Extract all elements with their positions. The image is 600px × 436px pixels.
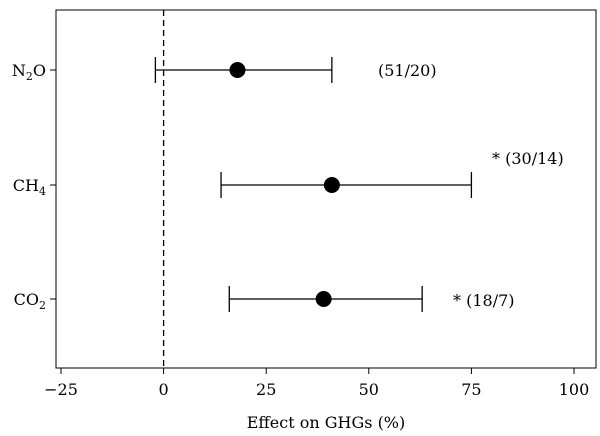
point-group xyxy=(228,286,423,312)
y-tick-label: CH4 xyxy=(13,176,46,198)
plot-frame xyxy=(55,9,597,369)
x-axis: −25 0 25 50 75 100 xyxy=(44,368,589,399)
point-annotation: * (18/7) xyxy=(453,291,515,310)
category-subscript: 2 xyxy=(26,70,33,83)
x-axis-label: Effect on GHGs (%) xyxy=(247,413,406,432)
data-points: (51/20) * (30/14) * (18/7) xyxy=(154,57,564,312)
estimate-point xyxy=(229,62,246,78)
category-subscript: 4 xyxy=(39,185,46,198)
x-tick-label: 25 xyxy=(256,380,276,399)
x-tick-label: 50 xyxy=(359,380,379,399)
category-subscript: 2 xyxy=(39,299,46,312)
y-tick-label: CO2 xyxy=(14,290,46,312)
point-annotation: (51/20) xyxy=(378,61,437,80)
point-group xyxy=(154,57,333,83)
point-annotation: * (30/14) xyxy=(492,149,564,168)
point-group xyxy=(220,172,473,198)
category-tail: O xyxy=(33,61,46,80)
x-tick-label: 0 xyxy=(159,380,169,399)
y-tick-label: N2O xyxy=(12,61,46,83)
estimate-point xyxy=(323,177,340,193)
x-tick-label: −25 xyxy=(44,380,78,399)
category-main: CO xyxy=(14,290,39,309)
estimate-point xyxy=(315,291,332,307)
x-tick-label: 100 xyxy=(559,380,590,399)
category-main: N xyxy=(12,61,26,80)
x-tick-label: 75 xyxy=(461,380,481,399)
category-main: CH xyxy=(13,176,39,195)
